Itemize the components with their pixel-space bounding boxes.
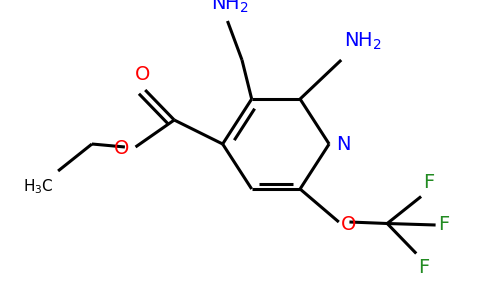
Text: NH$_2$: NH$_2$ bbox=[211, 0, 249, 15]
Text: NH$_2$: NH$_2$ bbox=[344, 31, 381, 52]
Text: H$_3$C: H$_3$C bbox=[23, 177, 53, 196]
Text: F: F bbox=[418, 258, 429, 277]
Text: F: F bbox=[438, 215, 449, 235]
Text: O: O bbox=[114, 139, 130, 158]
Text: F: F bbox=[424, 173, 435, 192]
Text: O: O bbox=[135, 65, 151, 84]
Text: O: O bbox=[341, 215, 357, 235]
Text: N: N bbox=[336, 134, 351, 154]
